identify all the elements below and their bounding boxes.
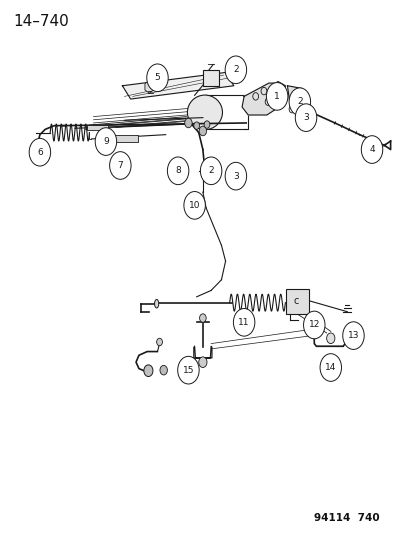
Circle shape — [156, 338, 162, 346]
Ellipse shape — [187, 95, 222, 130]
Text: 3: 3 — [302, 113, 308, 122]
Circle shape — [199, 126, 206, 136]
Text: 8: 8 — [175, 166, 180, 175]
Circle shape — [225, 163, 246, 190]
Text: 6: 6 — [37, 148, 43, 157]
Text: 10: 10 — [188, 201, 200, 210]
Text: c: c — [293, 296, 299, 306]
Circle shape — [159, 366, 167, 375]
Text: 94114  740: 94114 740 — [313, 513, 379, 523]
Circle shape — [109, 152, 131, 179]
Circle shape — [204, 121, 209, 128]
Circle shape — [361, 136, 382, 164]
Circle shape — [294, 104, 316, 132]
Circle shape — [177, 357, 199, 384]
Circle shape — [199, 314, 206, 322]
Circle shape — [303, 311, 324, 339]
Circle shape — [342, 322, 363, 350]
Circle shape — [198, 357, 206, 368]
FancyBboxPatch shape — [202, 70, 219, 86]
Circle shape — [200, 157, 221, 184]
Text: 13: 13 — [347, 331, 358, 340]
Circle shape — [233, 309, 254, 336]
Polygon shape — [193, 346, 211, 358]
FancyBboxPatch shape — [87, 125, 108, 131]
Polygon shape — [287, 86, 301, 102]
Text: 7: 7 — [117, 161, 123, 170]
Text: 5: 5 — [154, 73, 160, 82]
Text: 14: 14 — [324, 363, 336, 372]
FancyBboxPatch shape — [111, 135, 138, 142]
Text: 4: 4 — [368, 145, 374, 154]
Circle shape — [266, 83, 287, 110]
Circle shape — [204, 158, 213, 168]
Text: 2: 2 — [233, 66, 238, 74]
FancyBboxPatch shape — [285, 289, 308, 314]
Circle shape — [95, 128, 116, 156]
Circle shape — [319, 354, 341, 381]
Text: 14–740: 14–740 — [13, 14, 69, 29]
Text: 3: 3 — [233, 172, 238, 181]
Ellipse shape — [154, 300, 158, 308]
Polygon shape — [242, 83, 280, 115]
Text: 1: 1 — [273, 92, 279, 101]
Circle shape — [146, 64, 168, 92]
Circle shape — [193, 122, 199, 130]
Circle shape — [167, 157, 188, 184]
Text: 11: 11 — [238, 318, 249, 327]
Circle shape — [183, 191, 205, 219]
Text: 2: 2 — [208, 166, 214, 175]
Text: 9: 9 — [103, 137, 109, 146]
Text: 2: 2 — [296, 97, 302, 106]
Polygon shape — [122, 72, 233, 99]
Text: 12: 12 — [308, 320, 319, 329]
Circle shape — [184, 118, 192, 128]
Circle shape — [293, 103, 301, 114]
Circle shape — [288, 88, 310, 116]
Circle shape — [326, 333, 334, 344]
Circle shape — [144, 365, 152, 376]
Circle shape — [225, 56, 246, 84]
Polygon shape — [268, 82, 285, 99]
Circle shape — [29, 139, 50, 166]
Text: 15: 15 — [182, 366, 194, 375]
